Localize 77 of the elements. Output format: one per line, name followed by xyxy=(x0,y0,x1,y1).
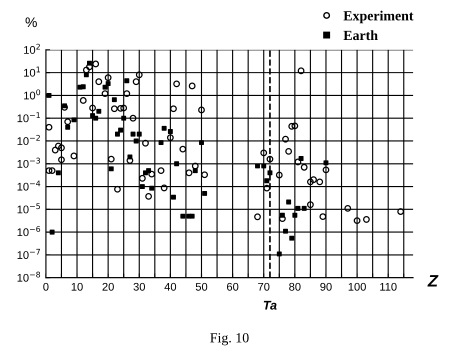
point xyxy=(115,132,120,137)
point xyxy=(171,194,176,200)
x-tick-label: 30 xyxy=(134,282,145,291)
point xyxy=(283,228,288,234)
point xyxy=(158,140,164,146)
point xyxy=(96,108,102,114)
point xyxy=(65,124,70,130)
caption: Fig. 10 xyxy=(210,333,249,346)
point xyxy=(124,78,130,84)
point xyxy=(118,128,124,133)
x-tick-label: 10 xyxy=(72,282,83,291)
point xyxy=(302,206,307,211)
point xyxy=(289,236,294,241)
point xyxy=(324,160,328,166)
point xyxy=(90,113,96,118)
x-tick-label: 20 xyxy=(102,282,114,291)
x-tick-label: 80 xyxy=(289,282,301,291)
point xyxy=(149,186,154,191)
point xyxy=(276,251,282,256)
point xyxy=(102,84,108,90)
point xyxy=(50,230,55,235)
point xyxy=(264,178,270,184)
y-tick-label: 10$^{−2}$ xyxy=(18,134,40,146)
point xyxy=(134,138,139,144)
y-tick-label: 10$^{2}$ xyxy=(24,44,40,54)
x-tick-label: 60 xyxy=(226,282,238,291)
point xyxy=(87,60,92,66)
point xyxy=(136,132,142,137)
point xyxy=(130,132,136,137)
point xyxy=(93,116,98,121)
x-tick-label: 70 xyxy=(258,282,270,291)
point xyxy=(202,190,208,196)
y-tick-label: 10$^{−8}$ xyxy=(18,272,40,282)
y-tick-label: 10$^{−3}$ xyxy=(18,158,40,168)
point xyxy=(190,214,195,219)
y-tick-label: 10$^{0}$ xyxy=(24,89,40,100)
y-tick-label: 10$^{−6}$ xyxy=(18,226,40,236)
point xyxy=(280,212,285,218)
point xyxy=(62,103,68,108)
legend-label: Experiment xyxy=(344,10,414,24)
point xyxy=(140,184,145,190)
point xyxy=(286,200,292,204)
point xyxy=(298,156,304,161)
ref-line-label: Ta xyxy=(264,300,277,310)
x-axis-title: Z xyxy=(427,275,438,287)
point xyxy=(296,206,300,211)
point xyxy=(146,168,152,174)
x-tick-label: 0 xyxy=(43,282,49,291)
point xyxy=(121,116,126,121)
point xyxy=(112,97,117,102)
x-tick-label: 40 xyxy=(164,282,176,291)
x-tick-label: 100 xyxy=(348,282,366,291)
point xyxy=(168,129,173,134)
point xyxy=(192,168,198,174)
y-tick-label: 10$^{−5}$ xyxy=(18,203,40,214)
point xyxy=(108,166,114,172)
y-tick-label: 10$^{−4}$ xyxy=(18,180,40,191)
point xyxy=(174,161,180,166)
point xyxy=(56,170,61,176)
point xyxy=(267,170,272,176)
x-tick-label: 90 xyxy=(320,282,332,291)
point xyxy=(127,154,132,160)
y-tick-label: 10$^{1}$ xyxy=(24,66,40,77)
point xyxy=(180,214,186,219)
point xyxy=(255,164,260,168)
point xyxy=(106,81,111,86)
point xyxy=(261,164,266,168)
point xyxy=(199,140,204,146)
x-tick-label: 50 xyxy=(196,282,208,291)
point xyxy=(162,126,167,131)
x-tick-label: 110 xyxy=(380,282,397,291)
point xyxy=(292,212,298,218)
y-axis-title: % xyxy=(26,17,37,28)
legend-label: Earth xyxy=(344,30,378,40)
point xyxy=(71,117,76,122)
y-tick-label: 10$^{−7}$ xyxy=(18,248,40,259)
y-tick-label: 10$^{−1}$ xyxy=(18,112,40,122)
